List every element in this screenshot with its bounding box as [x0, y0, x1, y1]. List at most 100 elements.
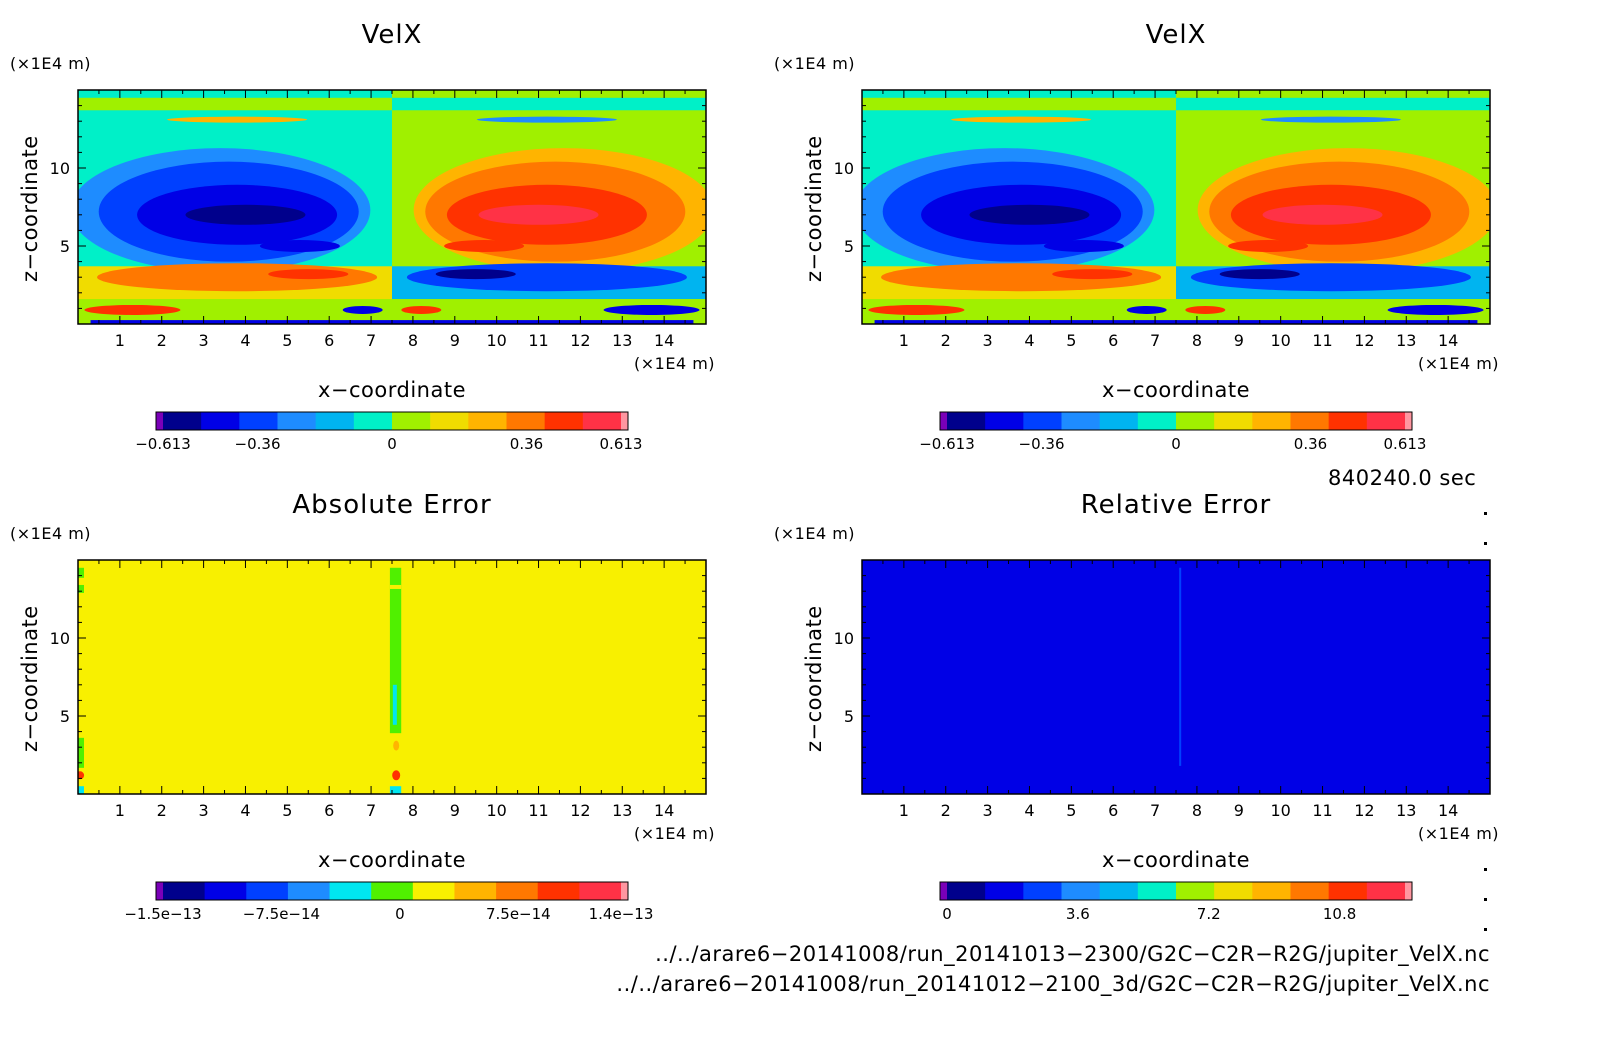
x-tick-label: 5 [1066, 331, 1076, 350]
y-tick-label: 10 [834, 159, 854, 178]
panel-3-x-label: x−coordinate [317, 848, 467, 872]
x-tick-label: 14 [654, 331, 674, 350]
x-tick-label: 4 [1024, 331, 1034, 350]
field-contour [342, 305, 383, 314]
field-contour [1043, 240, 1124, 252]
x-tick-label: 2 [157, 801, 167, 820]
x-tick-label: 13 [612, 801, 632, 820]
field-contour [259, 240, 340, 252]
colorbar-tick-label: −0.36 [235, 435, 281, 453]
colorbar-swatch [315, 412, 355, 430]
x-tick-label: 13 [612, 331, 632, 350]
x-tick-label: 9 [1234, 801, 1244, 820]
field-region [1176, 97, 1490, 111]
field-contour [1219, 269, 1300, 280]
colorbar-swatch [468, 412, 507, 430]
field-contour [268, 269, 349, 280]
colorbar-tick-label: 7.5e−14 [486, 905, 551, 923]
colorbar-swatch [985, 412, 1024, 430]
x-tick-label: 14 [654, 801, 674, 820]
field-contour [389, 567, 402, 734]
field-contour [603, 304, 700, 315]
colorbar-swatch [1099, 882, 1139, 900]
field-contour [392, 684, 397, 725]
panel-2-x-unit: (×1E4 m) [1418, 354, 1500, 373]
field-region [78, 97, 392, 111]
colorbar-swatch [454, 882, 497, 900]
x-tick-label: 2 [157, 331, 167, 350]
panel-3-title: Absolute Error [292, 490, 492, 520]
colorbar-swatch [353, 412, 393, 430]
field-contour [1387, 304, 1484, 315]
field-contour [78, 737, 84, 768]
field-region [392, 97, 706, 111]
colorbar-swatch [621, 412, 628, 430]
colorbar-swatch [1099, 412, 1139, 430]
x-tick-label: 14 [1438, 801, 1458, 820]
panel-1-x-unit: (×1E4 m) [634, 354, 716, 373]
field-contour [78, 567, 84, 578]
x-tick-label: 2 [941, 331, 951, 350]
x-tick-label: 5 [282, 801, 292, 820]
field-contour [392, 770, 401, 781]
colorbar-swatch [329, 882, 372, 900]
x-tick-label: 5 [282, 331, 292, 350]
y-tick-label: 5 [844, 707, 854, 726]
colorbar-swatch [1023, 882, 1062, 900]
x-tick-label: 10 [486, 801, 506, 820]
field-contour [435, 269, 516, 280]
x-tick-label: 11 [1312, 331, 1332, 350]
colorbar-swatch [1290, 412, 1330, 430]
field-contour [389, 584, 402, 589]
x-tick-label: 12 [1354, 331, 1374, 350]
y-tick-label: 5 [844, 237, 854, 256]
panel-1-x-label: x−coordinate [317, 378, 467, 402]
colorbar-swatch [371, 882, 414, 900]
colorbar-tick-label: 0.613 [1384, 435, 1427, 453]
colorbar-swatch [947, 412, 986, 430]
field-contour [1185, 305, 1226, 314]
colorbar-swatch [1252, 412, 1291, 430]
colorbar-tick-label: 0 [387, 435, 397, 453]
colorbar-swatch [277, 412, 317, 430]
field-contour [84, 304, 181, 315]
x-tick-label: 6 [324, 331, 334, 350]
colorbar-swatch [412, 882, 455, 900]
y-tick-label: 10 [834, 629, 854, 648]
colorbar-tick-label: 3.6 [1066, 905, 1090, 923]
field-contour [951, 116, 1092, 123]
colorbar-tick-label: −0.613 [919, 435, 975, 453]
panel-2-y-unit: (×1E4 m) [774, 54, 856, 73]
x-tick-label: 14 [1438, 331, 1458, 350]
heatmap-field [78, 560, 706, 794]
x-tick-label: 7 [1150, 331, 1160, 350]
x-tick-label: 7 [366, 801, 376, 820]
x-tick-label: 8 [408, 801, 418, 820]
colorbar-swatch [1328, 882, 1368, 900]
x-tick-label: 8 [408, 331, 418, 350]
margin-dot [1484, 512, 1487, 515]
margin-dot [1484, 898, 1487, 901]
colorbar-swatch [621, 882, 628, 900]
x-tick-label: 6 [324, 801, 334, 820]
colorbar-frame [155, 881, 629, 901]
field-contour [78, 786, 84, 794]
field-region [862, 97, 1176, 111]
colorbar-frame [939, 411, 1413, 431]
colorbar-swatch [246, 882, 289, 900]
field-contour [78, 584, 84, 593]
colorbar-swatch [1061, 412, 1101, 430]
field-contour [476, 116, 617, 123]
colorbar-tick-label: 0.613 [600, 435, 643, 453]
field-contour [1126, 305, 1167, 314]
heatmap-field [78, 90, 706, 324]
x-tick-label: 1 [115, 331, 125, 350]
margin-dot [1484, 928, 1487, 931]
panel-1-y-unit: (×1E4 m) [10, 54, 92, 73]
x-tick-label: 11 [528, 801, 548, 820]
colorbar-swatch [1405, 882, 1412, 900]
colorbar-swatch [940, 412, 947, 430]
field-contour [1260, 116, 1401, 123]
